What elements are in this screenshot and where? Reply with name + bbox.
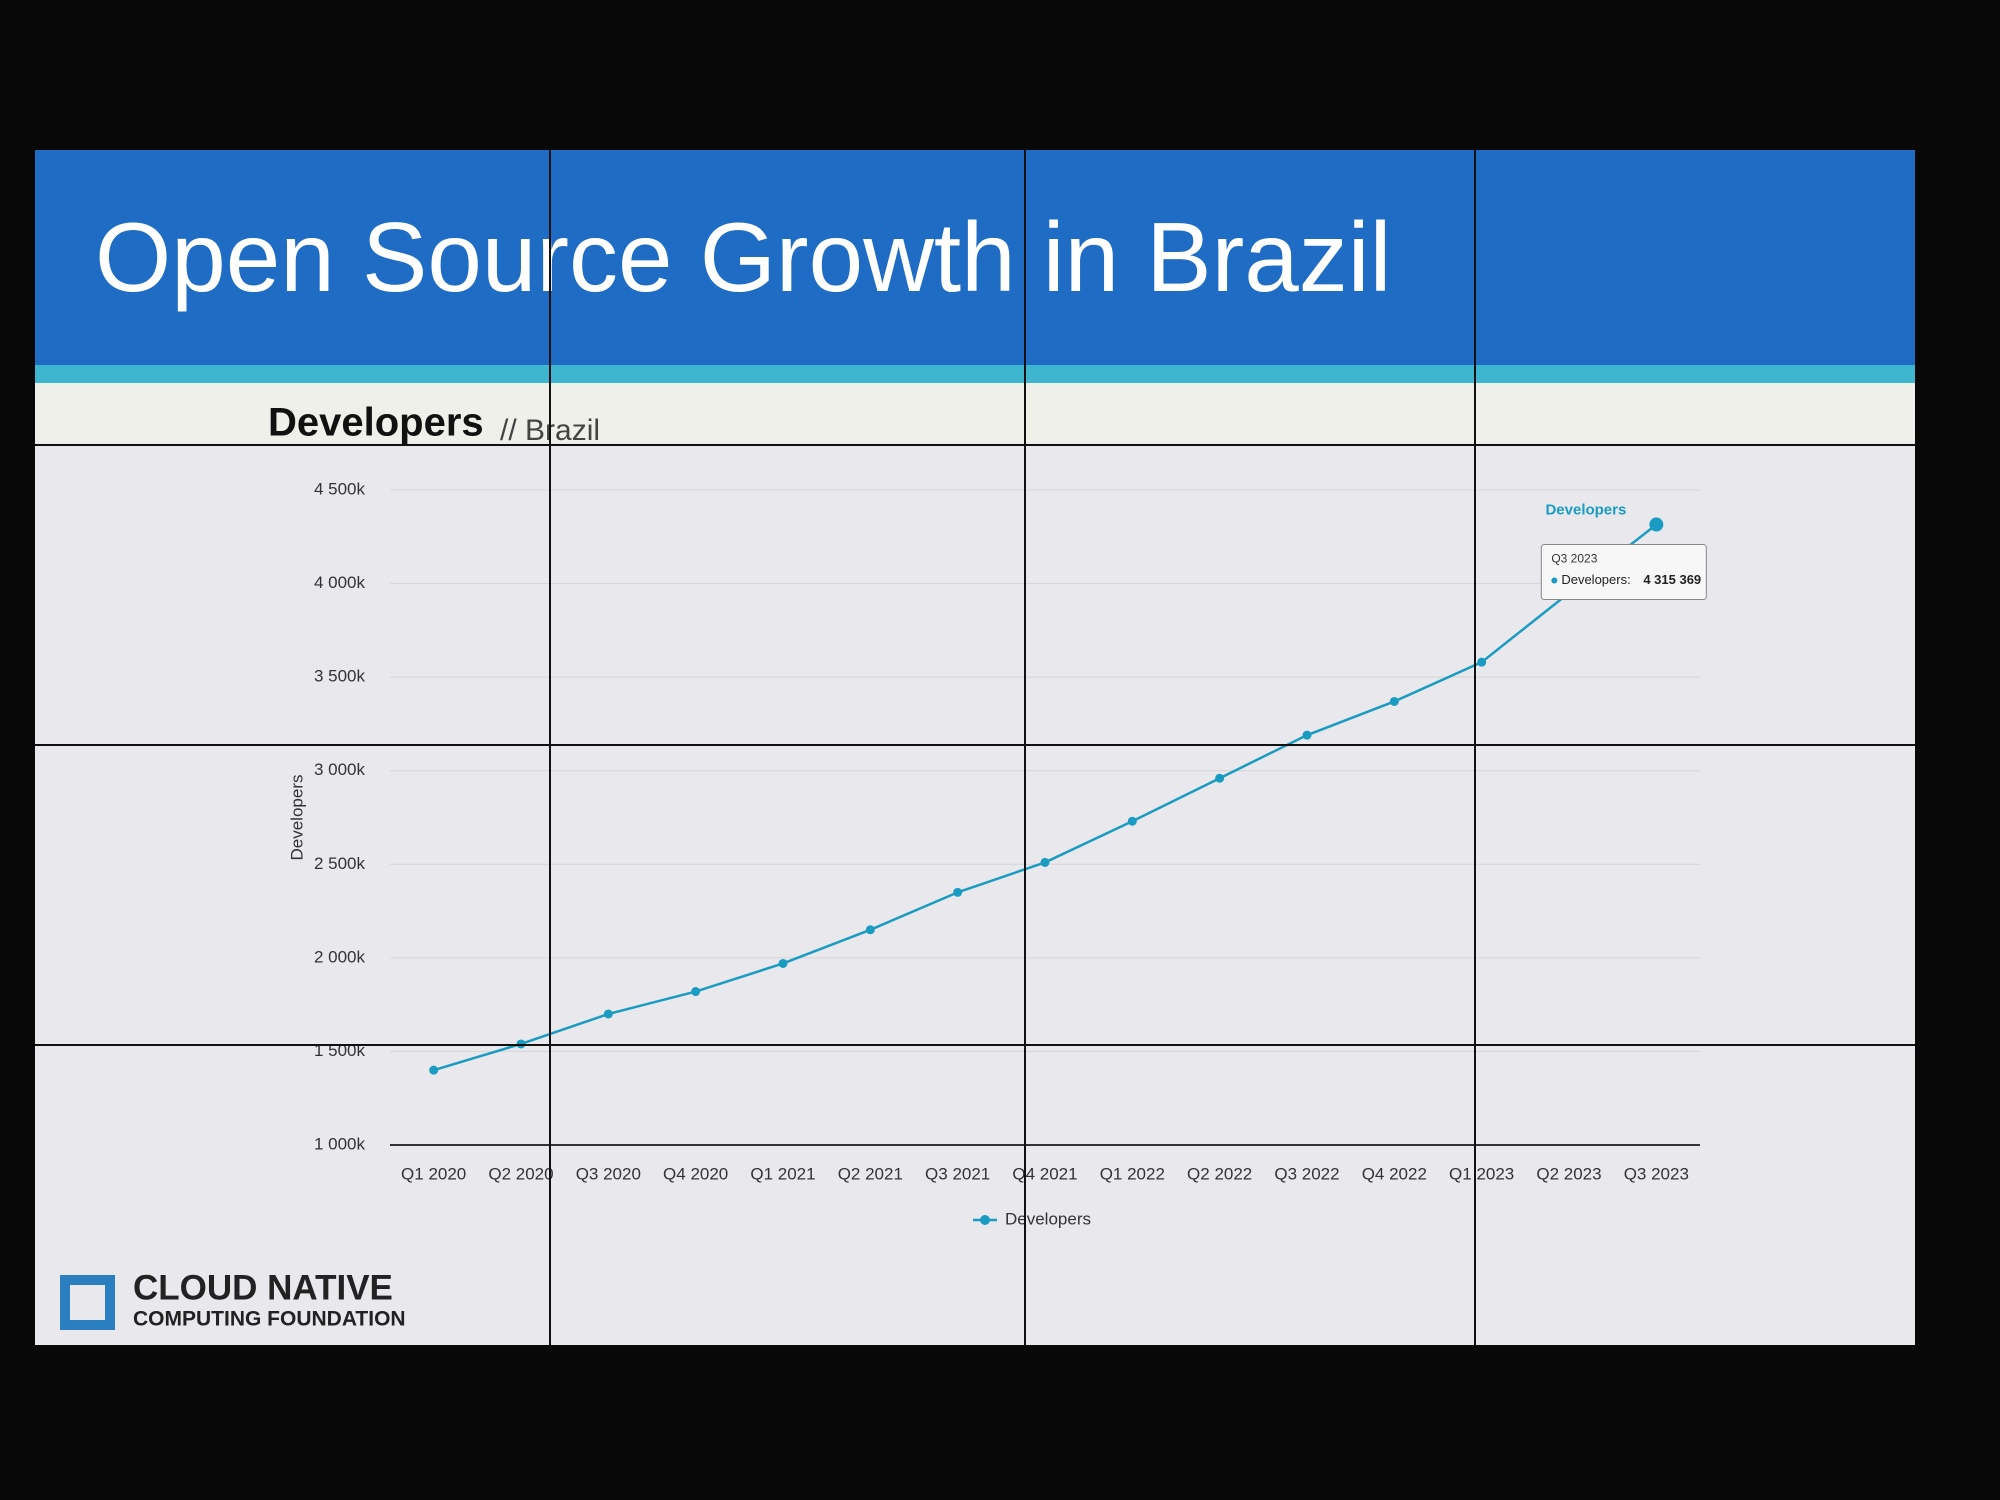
x-tick-label: Q3 2023: [1624, 1164, 1689, 1183]
data-point: [1215, 773, 1225, 783]
chart-title: Developers: [268, 401, 484, 445]
video-wall-seams: [35, 150, 1915, 1345]
data-point: [1127, 816, 1137, 826]
x-tick-label: Q2 2022: [1187, 1164, 1252, 1183]
data-point: [429, 1065, 439, 1075]
data-point: [691, 987, 701, 997]
data-point: [603, 1009, 613, 1019]
x-tick-label: Q2 2021: [838, 1164, 903, 1183]
tooltip-value: 4 315 369: [1643, 572, 1701, 587]
x-tick-label: Q4 2022: [1362, 1164, 1427, 1183]
x-tick-label: Q1 2023: [1449, 1164, 1514, 1183]
y-tick-label: 2 500k: [314, 854, 366, 873]
data-point: [1389, 696, 1399, 706]
x-tick-label: Q1 2022: [1100, 1164, 1165, 1183]
data-point: [1302, 730, 1312, 740]
x-tick-label: Q3 2022: [1274, 1164, 1339, 1183]
subheader: [35, 383, 1915, 443]
logo-text: CLOUD NATIVE: [133, 1268, 393, 1307]
tooltip-title: Q3 2023: [1551, 552, 1597, 566]
x-tick-label: Q4 2020: [663, 1164, 728, 1183]
legend-marker: [980, 1215, 990, 1225]
header-band: [35, 150, 1915, 365]
x-tick-label: Q2 2023: [1536, 1164, 1601, 1183]
y-tick-label: 1 000k: [314, 1134, 366, 1153]
data-point: [778, 958, 788, 968]
legend-label: Developers: [1005, 1209, 1091, 1228]
y-tick-label: 3 000k: [314, 760, 366, 779]
data-point: [516, 1039, 526, 1049]
data-point: [953, 887, 963, 897]
header-strip: [35, 365, 1915, 383]
x-tick-label: Q3 2021: [925, 1164, 990, 1183]
x-tick-label: Q1 2020: [401, 1164, 466, 1183]
logo: CLOUD NATIVE COMPUTING FOUNDATION: [60, 1268, 406, 1331]
y-axis-title: Developers: [287, 775, 306, 861]
slide-title: Open Source Growth in Brazil: [95, 202, 1391, 312]
x-tick-label: Q3 2020: [576, 1164, 641, 1183]
series-label: Developers: [1545, 502, 1626, 519]
x-tick-label: Q1 2021: [750, 1164, 815, 1183]
data-point: [1477, 657, 1487, 667]
x-tick-label: Q4 2021: [1012, 1164, 1077, 1183]
y-tick-label: 3 500k: [314, 667, 366, 686]
logo-text: COMPUTING FOUNDATION: [133, 1308, 406, 1331]
data-point: [865, 925, 875, 935]
plot: 1 000k 1 500k 2 000k 2 500k 3 000k 3 500k 4 00…: [287, 479, 1707, 1228]
y-tick-label: 2 000k: [314, 947, 366, 966]
data-point: [1649, 517, 1664, 532]
tooltip: [1540, 544, 1707, 601]
logo-mark-inner: [70, 1285, 105, 1320]
x-tick-label: Q2 2020: [488, 1164, 553, 1183]
y-tick-label: 1 500k: [314, 1041, 366, 1060]
y-tick-label: 4 500k: [314, 479, 366, 498]
data-point: [1040, 857, 1050, 867]
y-tick-label: 4 000k: [314, 573, 366, 592]
tooltip-marker: [1551, 577, 1558, 584]
tooltip-label: Developers:: [1561, 572, 1630, 587]
